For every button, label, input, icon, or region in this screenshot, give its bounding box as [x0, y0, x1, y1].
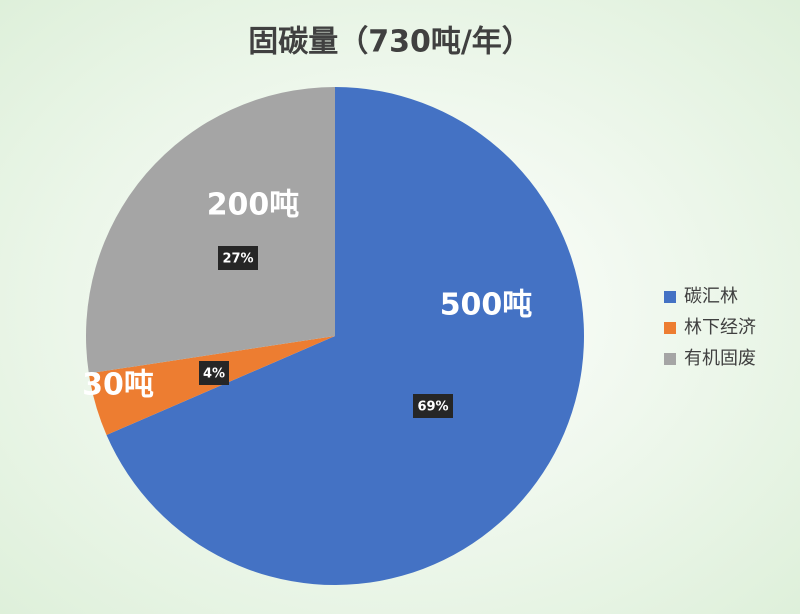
percent-label: 27%	[222, 252, 253, 267]
percent-label-box	[199, 361, 229, 385]
chart-title: 固碳量（730吨/年）	[248, 25, 532, 60]
legend-swatch	[664, 322, 676, 334]
pie-slice	[106, 87, 584, 586]
legend-label: 林下经济	[684, 317, 756, 338]
legend-swatch	[664, 291, 676, 303]
percent-label: 4%	[203, 367, 225, 382]
pie-slice	[85, 86, 335, 374]
legend-label: 碳汇林	[684, 286, 738, 307]
legend-swatch	[664, 353, 676, 365]
percent-label: 69%	[417, 400, 448, 415]
percent-label-box	[413, 394, 453, 418]
value-label: 200吨	[207, 188, 300, 223]
value-label: 30吨	[82, 368, 154, 403]
value-label: 500吨	[440, 288, 533, 323]
pie-slice	[88, 336, 336, 435]
legend-label: 有机固废	[684, 348, 756, 369]
percent-label-box	[218, 246, 258, 270]
